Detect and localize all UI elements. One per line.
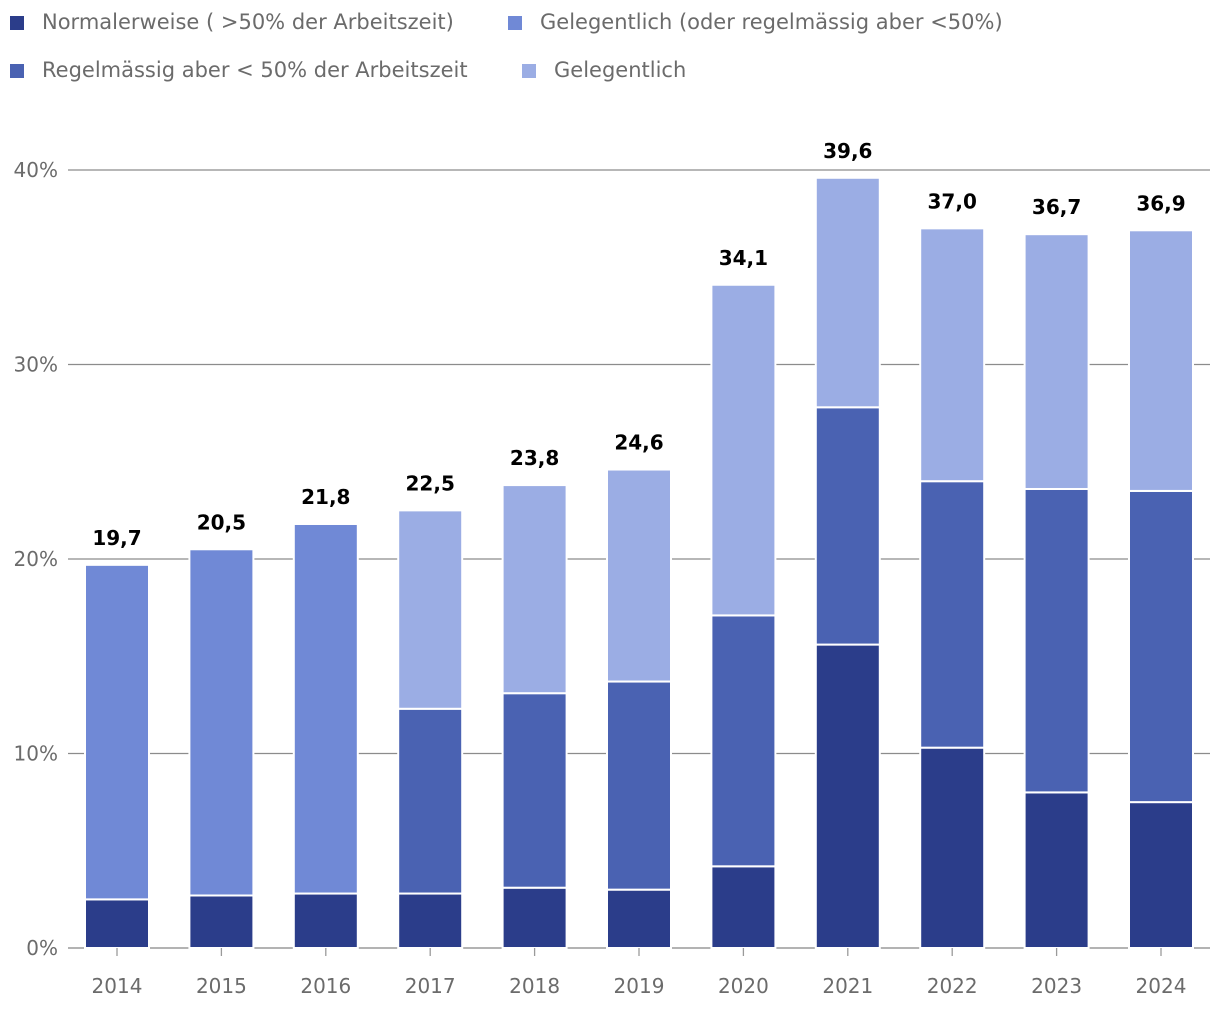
bar-stack-2014 — [84, 563, 150, 949]
legend: Normalerweise ( >50% der Arbeitszeit) Gel… — [10, 10, 1003, 82]
bar-stack-2016 — [292, 522, 359, 949]
x-tick-label: 2023 — [1031, 974, 1082, 998]
total-label: 21,8 — [301, 485, 350, 509]
bar-segment — [814, 176, 881, 409]
legend-item: Gelegentlich — [522, 58, 686, 82]
bar-segment — [1023, 233, 1090, 490]
total-label: 37,0 — [928, 189, 977, 213]
x-tick-label: 2019 — [614, 974, 665, 998]
x-tick-label: 2015 — [196, 974, 247, 998]
y-tick-label: 40% — [14, 158, 58, 182]
total-label: 36,7 — [1032, 195, 1081, 219]
bar-stack-2015 — [188, 548, 255, 949]
bar-segment — [1128, 489, 1194, 804]
bar-stack-2021 — [814, 176, 881, 950]
bar-segment — [292, 522, 359, 895]
bar-segment — [814, 406, 881, 646]
x-tick-label: 2017 — [405, 974, 456, 998]
total-label: 20,5 — [197, 510, 246, 534]
bar-segment — [606, 680, 672, 891]
total-label: 36,9 — [1136, 191, 1185, 215]
total-label: 39,6 — [823, 139, 872, 163]
bars — [84, 176, 1194, 950]
bar-stack-2020 — [710, 283, 777, 949]
bar-segment — [501, 484, 568, 695]
bar-segment — [1128, 229, 1194, 492]
y-tick-label: 30% — [14, 353, 58, 377]
bar-segment — [814, 643, 881, 950]
legend-label: Normalerweise ( >50% der Arbeitszeit) — [42, 10, 454, 34]
y-tick-label: 20% — [14, 547, 58, 571]
bar-segment — [188, 548, 255, 897]
bar-segment — [501, 886, 568, 950]
bar-segment — [397, 892, 464, 949]
bar-segment — [1128, 801, 1194, 949]
legend-swatch — [522, 64, 536, 78]
bar-stack-2018 — [501, 484, 568, 950]
y-axis: 0% 10% 20% 30% 40% — [14, 158, 58, 960]
bar-segment — [710, 865, 777, 949]
legend-swatch — [10, 64, 24, 78]
bar-segment — [397, 707, 464, 895]
bar-segment — [919, 746, 986, 949]
y-tick-label: 10% — [14, 742, 58, 766]
bar-segment — [84, 563, 150, 901]
total-label: 19,7 — [92, 526, 141, 550]
x-axis: 2014 2015 2016 2017 2018 2019 2020 2021 2022 2023… — [92, 948, 1187, 998]
legend-item: Normalerweise ( >50% der Arbeitszeit) — [10, 10, 454, 34]
legend-label: Gelegentlich (oder regelmässig aber <50%… — [540, 10, 1003, 34]
bar-segment — [919, 480, 986, 749]
bar-segment — [1023, 791, 1090, 950]
bar-segment — [606, 888, 672, 950]
bar-stack-2023 — [1023, 233, 1090, 950]
bar-segment — [84, 898, 150, 949]
bar-segment — [710, 614, 777, 868]
bar-segment — [292, 892, 359, 949]
bar-stack-2019 — [606, 468, 672, 950]
bar-segment — [1023, 487, 1090, 794]
legend-label: Gelegentlich — [554, 58, 686, 82]
legend-label: Regelmässig aber < 50% der Arbeitszeit — [42, 58, 468, 82]
legend-swatch — [508, 16, 522, 30]
x-tick-label: 2016 — [300, 974, 351, 998]
total-label: 22,5 — [406, 471, 455, 495]
total-label: 24,6 — [614, 431, 663, 455]
total-label: 23,8 — [510, 446, 559, 470]
total-labels: 19,7 20,5 21,8 22,5 23,8 24,6 34,1 39,6 37,0 36,7… — [92, 139, 1185, 550]
x-tick-label: 2022 — [927, 974, 978, 998]
bar-stack-2024 — [1128, 229, 1194, 949]
y-tick-label: 0% — [26, 936, 58, 960]
bar-stack-2022 — [919, 227, 986, 949]
total-label: 34,1 — [719, 246, 768, 270]
bar-segment — [606, 468, 672, 683]
legend-swatch — [10, 16, 24, 30]
x-tick-label: 2014 — [92, 974, 143, 998]
bar-segment — [710, 283, 777, 617]
bar-segment — [397, 509, 464, 710]
bar-segment — [188, 894, 255, 949]
x-tick-label: 2020 — [718, 974, 769, 998]
bar-segment — [919, 227, 986, 483]
legend-item: Gelegentlich (oder regelmässig aber <50%… — [508, 10, 1003, 34]
bar-stack-2017 — [397, 509, 464, 949]
x-tick-label: 2024 — [1136, 974, 1187, 998]
bar-segment — [501, 692, 568, 889]
legend-item: Regelmässig aber < 50% der Arbeitszeit — [10, 58, 468, 82]
x-tick-label: 2021 — [822, 974, 873, 998]
x-tick-label: 2018 — [509, 974, 560, 998]
